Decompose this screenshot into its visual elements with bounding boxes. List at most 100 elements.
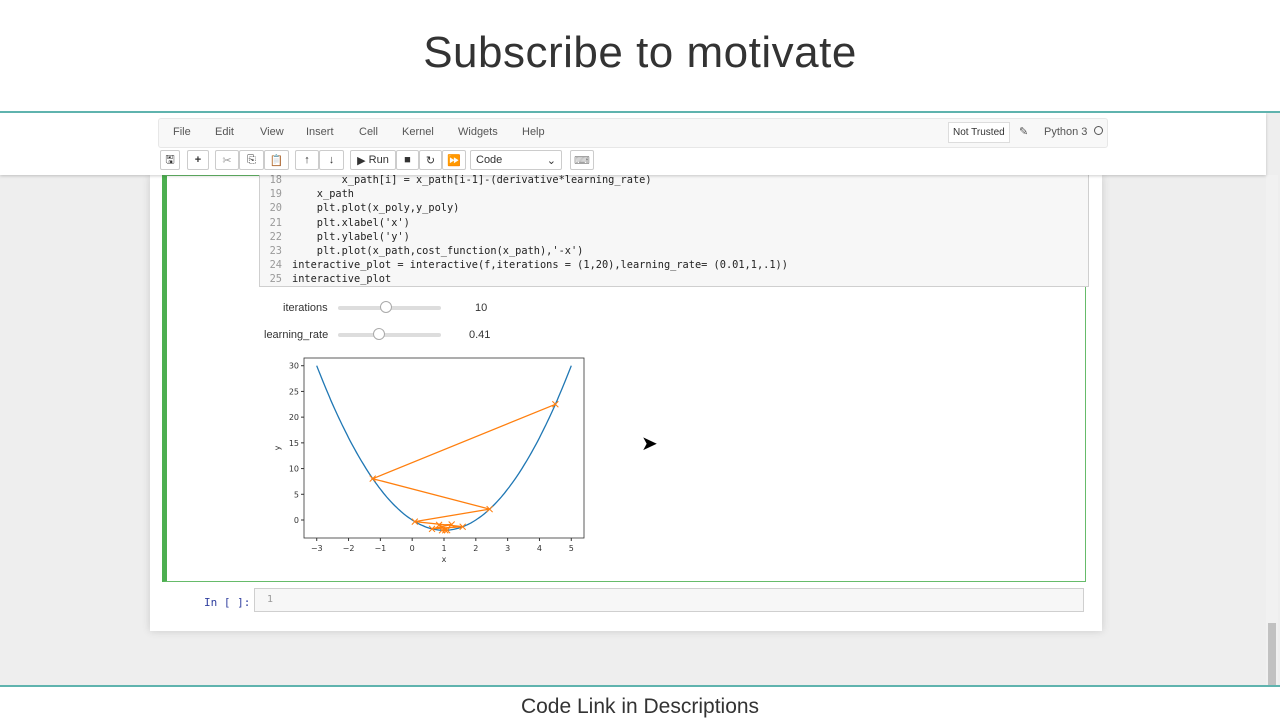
arrow-down-icon: ↓ xyxy=(328,154,335,166)
run-button[interactable]: ▶ Run xyxy=(350,150,396,170)
cell-type-value: Code xyxy=(476,154,503,166)
cell-type-select[interactable]: Code ⌄ xyxy=(470,150,562,170)
cut-button[interactable]: ✂ xyxy=(215,150,239,170)
y-tick-label: 20 xyxy=(289,413,299,422)
y-tick-label: 5 xyxy=(294,490,299,499)
command-palette-button[interactable]: ⌨ xyxy=(570,150,594,170)
restart-button[interactable]: ↻ xyxy=(419,150,442,170)
chevron-down-icon: ⌄ xyxy=(546,154,556,167)
path-point-marker xyxy=(435,521,443,529)
learning-rate-slider[interactable] xyxy=(338,333,441,337)
empty-code-cell[interactable]: In [ ]: 1 xyxy=(162,588,1086,618)
divider xyxy=(0,111,1280,113)
copy-icon: ⎘ xyxy=(247,153,256,166)
code-line: interactive_plot xyxy=(292,273,392,286)
save-button[interactable]: 🖫 xyxy=(160,150,180,170)
learning-rate-slider-handle[interactable] xyxy=(373,328,386,340)
x-tick-label: −2 xyxy=(343,544,355,553)
move-up-button[interactable]: ↑ xyxy=(295,150,319,170)
move-down-button[interactable]: ↓ xyxy=(319,150,344,170)
axes-frame xyxy=(303,357,585,539)
line-number: 24 xyxy=(269,259,282,272)
menu-view[interactable]: View xyxy=(260,126,284,138)
y-tick-label: 10 xyxy=(289,465,299,474)
code-line: plt.ylabel('y') xyxy=(292,230,410,243)
footer-text: Code Link in Descriptions xyxy=(520,695,760,718)
path-point-marker xyxy=(443,526,451,534)
code-line: plt.xlabel('x') xyxy=(292,216,410,229)
scrollbar[interactable] xyxy=(1266,175,1278,685)
menu-file[interactable]: File xyxy=(173,126,191,138)
input-prompt: In [ ]: xyxy=(204,596,251,609)
empty-code-editor[interactable]: 1 xyxy=(254,588,1084,612)
stop-icon: ■ xyxy=(404,154,411,166)
line-number: 1 xyxy=(267,594,274,605)
x-tick-label: 2 xyxy=(473,544,478,553)
line-number: 19 xyxy=(269,188,282,201)
path-point-marker xyxy=(486,505,493,513)
line-number: 20 xyxy=(269,202,282,215)
path-point-marker xyxy=(552,400,559,408)
x-tick-label: 5 xyxy=(569,544,574,553)
code-line: interactive_plot = interactive(f,iterati… xyxy=(292,259,788,272)
notebook: 18 x_path[i] = x_path[i-1]-(derivative*l… xyxy=(150,172,1102,631)
scissors-icon: ✂ xyxy=(222,154,232,167)
path-point-marker xyxy=(459,523,467,531)
path-point-marker xyxy=(428,525,436,533)
plus-icon: + xyxy=(194,154,202,166)
kernel-name[interactable]: Python 3 xyxy=(1044,126,1088,138)
x-tick-label: −3 xyxy=(311,544,323,553)
y-axis-label: y xyxy=(273,445,282,450)
x-axis-label: x xyxy=(442,555,447,564)
line-number: 22 xyxy=(269,230,282,243)
run-all-button[interactable]: ⏩ xyxy=(442,150,466,170)
line-number: 21 xyxy=(269,216,282,229)
line-number: 23 xyxy=(269,245,282,257)
run-label: Run xyxy=(368,154,389,166)
y-tick-label: 25 xyxy=(289,387,299,396)
arrow-up-icon: ↑ xyxy=(304,154,310,166)
menu-cell[interactable]: Cell xyxy=(359,126,378,138)
menu-help[interactable]: Help xyxy=(522,126,545,138)
restart-icon: ↻ xyxy=(425,154,436,167)
y-tick-label: 15 xyxy=(289,439,299,448)
play-icon: ▶ xyxy=(357,154,366,167)
menu-kernel[interactable]: Kernel xyxy=(402,126,434,138)
line-number: 18 xyxy=(269,174,282,186)
copy-button[interactable]: ⎘ xyxy=(239,150,264,170)
scrollbar-thumb[interactable] xyxy=(1268,623,1276,685)
path-point-marker xyxy=(448,521,456,528)
y-tick-label: 30 xyxy=(289,362,299,371)
code-line: x_path xyxy=(292,188,354,201)
banner: Subscribe to motivate xyxy=(0,0,1280,111)
iterations-slider-handle[interactable] xyxy=(380,301,393,313)
banner-title: Subscribe to motivate xyxy=(423,28,857,77)
not-trusted-badge[interactable]: Not Trusted xyxy=(948,122,1010,143)
path-point-marker xyxy=(369,475,377,483)
code-line: plt.plot(x_poly,y_poly) xyxy=(292,202,460,215)
code-line: plt.plot(x_path,cost_function(x_path),'-… xyxy=(292,245,584,257)
keyboard-icon: ⌨ xyxy=(574,154,590,167)
path-point-marker xyxy=(411,518,419,525)
fast-forward-icon: ⏩ xyxy=(447,154,461,167)
paste-button[interactable]: 📋 xyxy=(264,150,289,170)
menu-widgets[interactable]: Widgets xyxy=(458,126,498,138)
interrupt-button[interactable]: ■ xyxy=(396,150,419,170)
code-line: x_path[i] = x_path[i-1]-(derivative*lear… xyxy=(292,174,652,186)
learning-rate-label: learning_rate xyxy=(264,329,329,341)
plot: −3 −2 −1 0 1 2 3 4 5 0 5 10 15 20 25 30 x y xyxy=(273,357,585,564)
x-tick-label: 0 xyxy=(410,544,415,553)
menu-insert[interactable]: Insert xyxy=(306,126,334,138)
mouse-cursor-icon: ➤ xyxy=(641,433,658,455)
kernel-idle-icon xyxy=(1094,126,1103,135)
code-editor[interactable]: 18 x_path[i] = x_path[i-1]-(derivative*l… xyxy=(259,172,1089,287)
menu-edit[interactable]: Edit xyxy=(215,126,234,138)
iterations-value: 10 xyxy=(475,302,488,314)
pencil-icon[interactable]: ✎ xyxy=(1019,126,1029,138)
x-tick-label: −1 xyxy=(374,544,386,553)
x-tick-label: 3 xyxy=(505,544,510,553)
insert-cell-button[interactable]: + xyxy=(187,150,209,170)
line-number: 25 xyxy=(269,273,282,286)
divider xyxy=(0,685,1280,687)
code-cell-selected[interactable]: 18 x_path[i] = x_path[i-1]-(derivative*l… xyxy=(162,172,1089,582)
